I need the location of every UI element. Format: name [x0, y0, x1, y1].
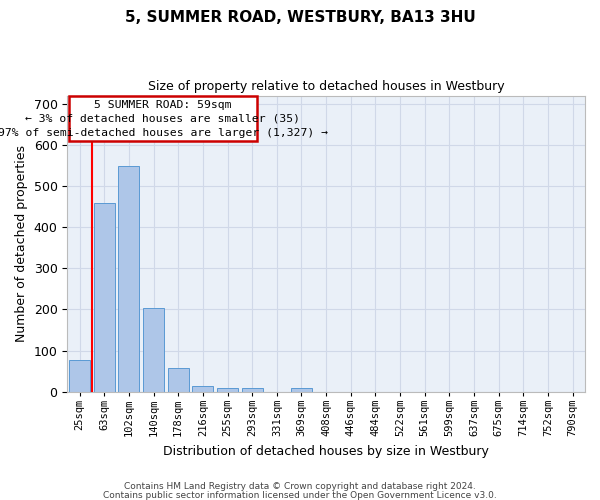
Text: Contains HM Land Registry data © Crown copyright and database right 2024.: Contains HM Land Registry data © Crown c…	[124, 482, 476, 491]
Bar	[291, 388, 312, 392]
Bar	[168, 368, 188, 392]
Text: 5 SUMMER ROAD: 59sqm
← 3% of detached houses are smaller (35)
97% of semi-detach: 5 SUMMER ROAD: 59sqm ← 3% of detached ho…	[0, 100, 328, 138]
Bar	[242, 388, 263, 392]
Bar	[143, 308, 164, 392]
Bar	[69, 360, 90, 392]
Y-axis label: Number of detached properties: Number of detached properties	[15, 145, 28, 342]
Bar	[94, 202, 115, 392]
Text: 5, SUMMER ROAD, WESTBURY, BA13 3HU: 5, SUMMER ROAD, WESTBURY, BA13 3HU	[125, 10, 475, 25]
X-axis label: Distribution of detached houses by size in Westbury: Distribution of detached houses by size …	[163, 444, 489, 458]
Title: Size of property relative to detached houses in Westbury: Size of property relative to detached ho…	[148, 80, 505, 93]
Bar	[217, 388, 238, 392]
Text: Contains public sector information licensed under the Open Government Licence v3: Contains public sector information licen…	[103, 491, 497, 500]
FancyBboxPatch shape	[68, 96, 257, 141]
Bar	[118, 166, 139, 392]
Bar	[193, 386, 214, 392]
